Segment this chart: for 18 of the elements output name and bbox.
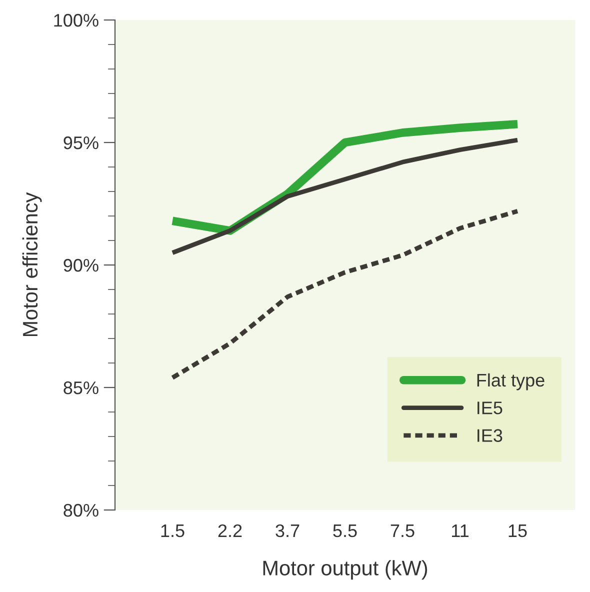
y-tick-label: 85%	[64, 381, 98, 394]
y-tick-label: 100%	[54, 14, 98, 27]
x-tick-label: 2.2	[218, 524, 242, 537]
legend-label: Flat type	[477, 373, 544, 390]
x-tick-label: 11	[452, 524, 468, 537]
line-series	[170, 138, 520, 255]
y-axis-title: Motor efficiency	[22, 192, 42, 336]
legend-label: IE5	[478, 402, 502, 414]
x-tick-label: 7.5	[390, 524, 414, 538]
legend-label: IE3	[478, 429, 502, 442]
y-tick-label: 80%	[64, 504, 98, 517]
y-tick-label: 95%	[64, 136, 98, 150]
x-tick-label: 3.7	[276, 524, 300, 538]
x-tick-label: 15	[508, 524, 527, 538]
y-tick-label: 90%	[64, 258, 98, 272]
x-axis-title: Motor output (kW)	[263, 560, 428, 580]
x-tick-label: 5.5	[333, 524, 357, 538]
x-tick-label: 1.5	[161, 524, 184, 538]
